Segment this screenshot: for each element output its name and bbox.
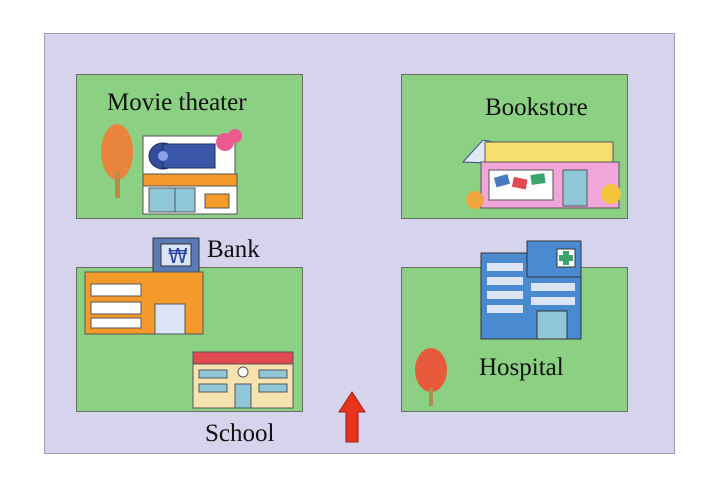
movie-theater-icon [142, 129, 242, 215]
arrow-up-icon [338, 391, 366, 443]
school-icon [192, 351, 294, 409]
label-movie-theater: Movie theater [107, 89, 247, 116]
bank-icon [84, 237, 204, 335]
tree-icon [101, 124, 133, 198]
bank-sign-icon: ₩ [168, 244, 188, 268]
label-bookstore: Bookstore [485, 94, 588, 121]
label-bank: Bank [207, 236, 260, 263]
label-hospital: Hospital [479, 354, 564, 381]
tree-icon [415, 348, 447, 406]
label-school: School [205, 420, 275, 447]
hospital-icon [480, 240, 582, 340]
bookstore-icon [461, 139, 621, 209]
map: Movie theater Bookstore Bank School Hosp… [44, 33, 675, 454]
